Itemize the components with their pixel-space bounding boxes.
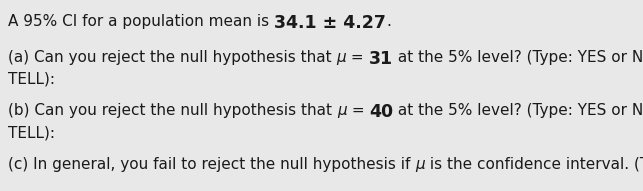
Text: μ: μ	[336, 50, 346, 65]
Text: μ: μ	[337, 103, 347, 118]
Text: 34.1 ± 4.27: 34.1 ± 4.27	[274, 14, 386, 32]
Text: TELL):: TELL):	[8, 125, 55, 140]
Text: TELL):: TELL):	[8, 72, 55, 87]
Text: 31: 31	[368, 50, 393, 68]
Text: =: =	[347, 103, 369, 118]
Text: (b) Can you reject the null hypothesis that: (b) Can you reject the null hypothesis t…	[8, 103, 337, 118]
Text: is the confidence interval. (Type: IN or NOT IN): is the confidence interval. (Type: IN or…	[425, 157, 643, 172]
Text: at the 5% level? (Type: YES or NO or CANNOT: at the 5% level? (Type: YES or NO or CAN…	[394, 103, 643, 118]
Text: μ: μ	[415, 157, 425, 172]
Text: =: =	[346, 50, 368, 65]
Text: (a) Can you reject the null hypothesis that: (a) Can you reject the null hypothesis t…	[8, 50, 336, 65]
Text: .: .	[386, 14, 391, 29]
Text: 40: 40	[369, 103, 394, 121]
Text: A 95% CI for a population mean is: A 95% CI for a population mean is	[8, 14, 274, 29]
Text: at the 5% level? (Type: YES or NO or CANNOT: at the 5% level? (Type: YES or NO or CAN…	[393, 50, 643, 65]
Text: (c) In general, you fail to reject the null hypothesis if: (c) In general, you fail to reject the n…	[8, 157, 415, 172]
